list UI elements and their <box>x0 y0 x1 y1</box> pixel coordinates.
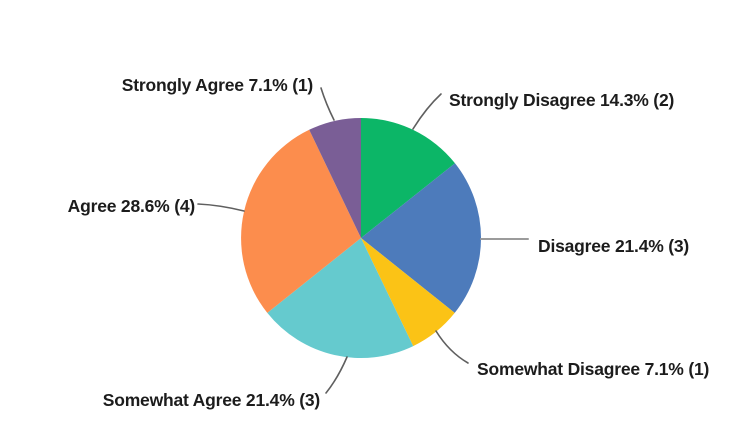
leader-line-somewhat-disagree <box>435 330 469 364</box>
slice-label-somewhat-disagree: Somewhat Disagree 7.1% (1) <box>477 359 710 379</box>
slice-label-disagree: Disagree 21.4% (3) <box>538 236 690 256</box>
leader-line-agree <box>197 203 245 212</box>
slice-label-strongly-disagree: Strongly Disagree 14.3% (2) <box>449 90 675 110</box>
pie-slice-somewhat-agree[interactable] <box>267 238 414 359</box>
leader-line-strongly-agree <box>320 87 335 121</box>
slice-label-strongly-agree: Strongly Agree 7.1% (1) <box>121 75 313 95</box>
pie-slices <box>241 117 482 359</box>
pie-slice-somewhat-disagree[interactable] <box>361 238 455 347</box>
pie-slice-strongly-agree[interactable] <box>309 118 361 238</box>
pie-slice-disagree[interactable] <box>361 163 482 313</box>
slice-label-somewhat-agree: Somewhat Agree 21.4% (3) <box>102 390 320 410</box>
slice-label-agree: Agree 28.6% (4) <box>67 196 196 216</box>
leader-line-strongly-disagree <box>412 93 442 130</box>
pie-slice-strongly-disagree[interactable] <box>361 117 455 238</box>
pie-slice-agree[interactable] <box>241 129 361 313</box>
leader-line-somewhat-agree <box>325 356 348 394</box>
